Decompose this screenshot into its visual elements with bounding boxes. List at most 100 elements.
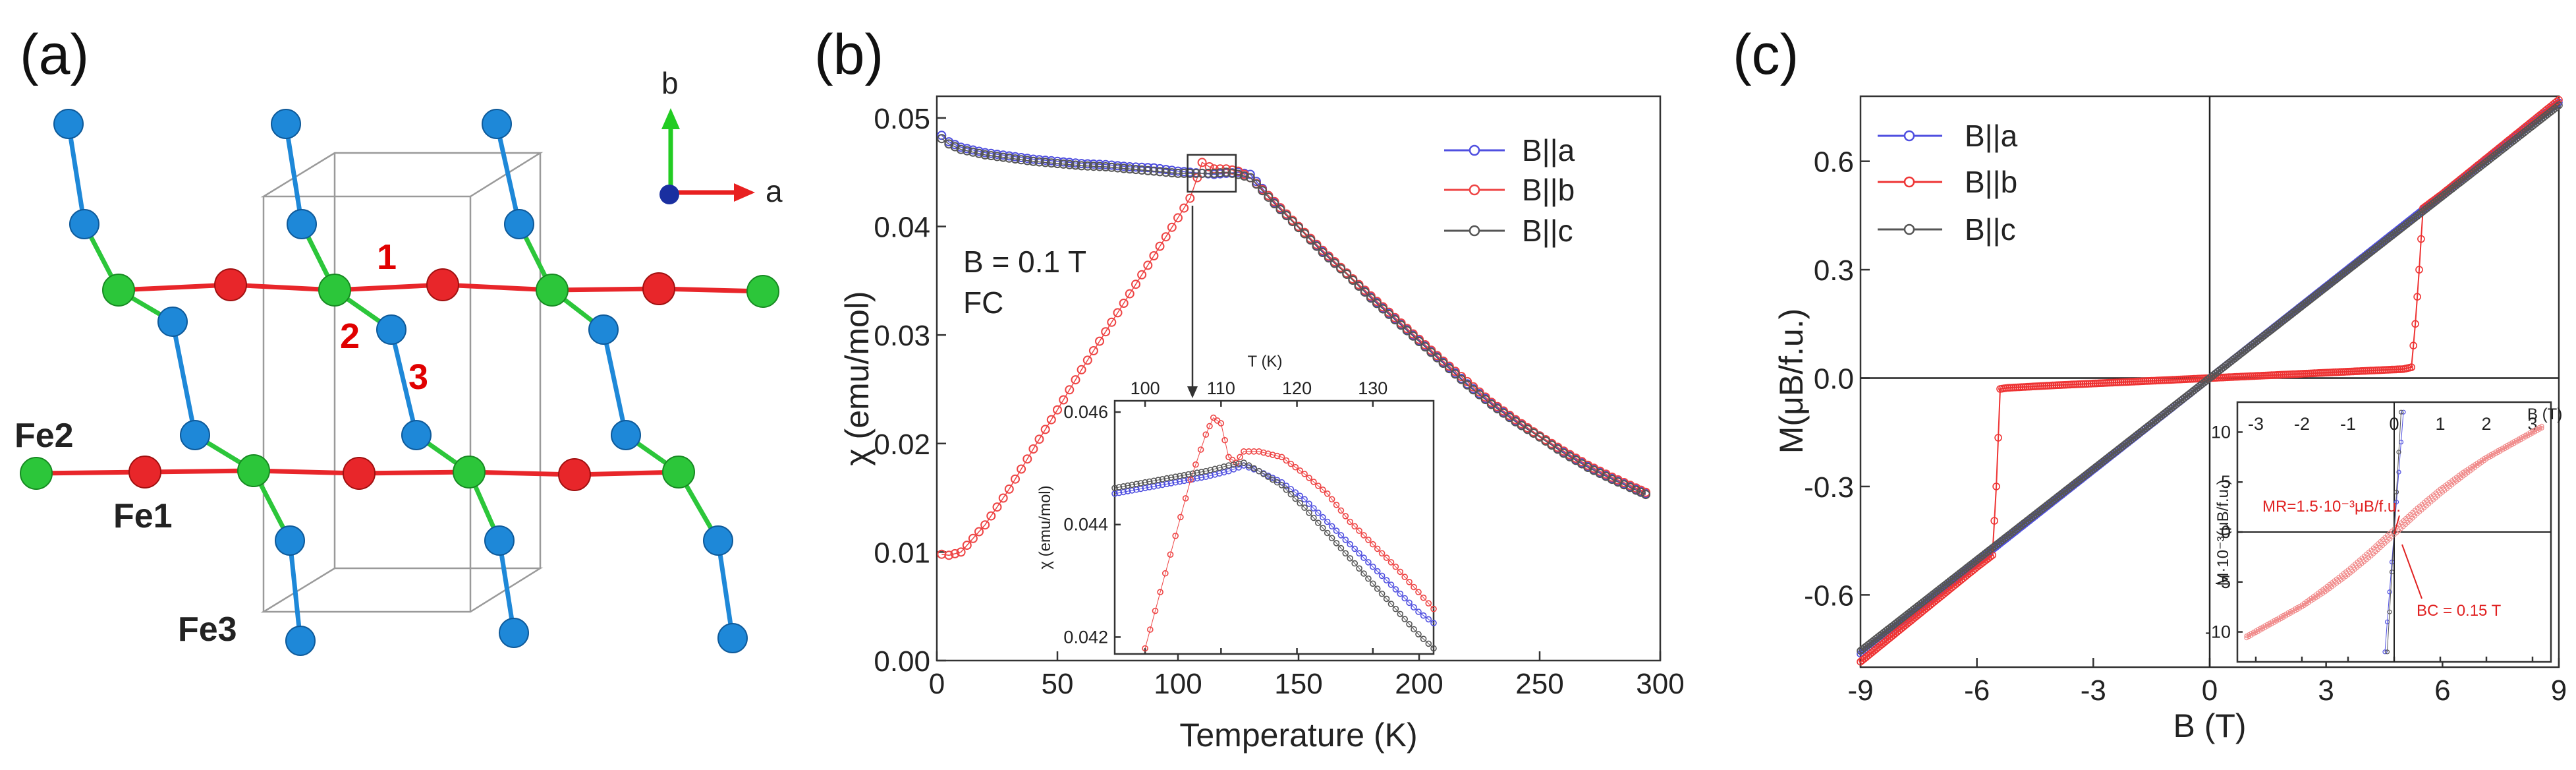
data-point	[1438, 359, 1448, 368]
data-point	[1378, 590, 1386, 597]
data-point	[1209, 168, 1219, 178]
data-point	[1360, 570, 1367, 577]
data-point	[1131, 280, 1140, 289]
data-point	[1337, 532, 1345, 539]
data-point	[1233, 169, 1243, 179]
data-point	[2253, 630, 2258, 636]
data-point	[1088, 346, 1098, 355]
data-point	[1401, 595, 1408, 602]
data-point	[2244, 635, 2249, 641]
data-point	[1392, 586, 1399, 593]
data-point	[937, 131, 947, 140]
axis-ticks-c: -9 -6 -3 0 3 6 9 -0.6 -0.3 0.0 0.3 0.6	[1804, 146, 2567, 707]
data-point	[1402, 326, 1412, 336]
data-point	[2504, 444, 2510, 450]
data-point	[2413, 293, 2421, 301]
data-point	[2278, 616, 2284, 622]
data-point	[1189, 470, 1196, 477]
data-point	[1155, 477, 1162, 483]
data-point	[986, 151, 996, 161]
data-point	[1137, 165, 1147, 175]
data-point	[1301, 496, 1308, 503]
y-tick-label: 0.044	[1063, 515, 1108, 535]
data-point	[1143, 165, 1153, 175]
data-point	[1137, 270, 1147, 280]
data-point	[1347, 541, 1353, 548]
data-point	[2401, 409, 2406, 415]
x-tick-label: 100	[1131, 378, 1160, 398]
data-point	[950, 548, 960, 558]
y-tick-label: 0.02	[874, 429, 930, 461]
legend-b: B||a B||b B||c	[1444, 133, 1575, 248]
panel-a: (a)	[14, 23, 783, 656]
data-point	[1300, 229, 1310, 239]
data-point	[1301, 471, 1308, 477]
data-point	[1457, 374, 1467, 384]
y-tick-label: 0.05	[874, 103, 930, 135]
data-point	[2295, 607, 2300, 612]
legend-c: B||a B||b B||c	[1878, 119, 2018, 247]
data-point	[1287, 460, 1295, 467]
data-point	[1333, 540, 1340, 547]
data-point	[1444, 364, 1454, 374]
data-point	[1356, 565, 1362, 572]
data-point	[1337, 507, 1345, 514]
data-point	[1283, 457, 1290, 464]
data-point	[1406, 578, 1413, 585]
legend-b-label-c: B||c	[1522, 214, 1573, 248]
data-point	[1077, 161, 1086, 171]
data-point	[1107, 162, 1117, 172]
y-tick-label: 0.3	[1814, 254, 1854, 287]
data-point	[1275, 205, 1285, 214]
data-point	[1992, 483, 2000, 490]
x-tick-label: 1	[2435, 414, 2445, 434]
data-point	[1324, 518, 1331, 525]
data-point	[1022, 156, 1032, 165]
data-point	[1374, 545, 1381, 552]
data-point	[1053, 405, 1062, 415]
data-point	[1046, 415, 1056, 425]
data-point	[1113, 308, 1123, 318]
data-point	[1401, 616, 1408, 622]
data-point	[1324, 490, 1331, 497]
data-point	[998, 152, 1008, 162]
data-point	[1113, 163, 1123, 173]
data-point	[1281, 211, 1291, 221]
data-point	[1182, 495, 1189, 502]
data-point	[1264, 192, 1274, 202]
y-axis-title-c: M(μB/f.u.)	[1773, 309, 1810, 454]
data-point	[1397, 610, 1404, 618]
data-point	[1463, 380, 1472, 390]
x-tick-label: 130	[1358, 378, 1387, 398]
data-point	[1119, 163, 1129, 173]
data-point	[1450, 369, 1460, 379]
data-point	[1411, 604, 1417, 611]
x-tick-label: -1	[2340, 414, 2356, 434]
data-point	[1095, 162, 1104, 171]
data-point	[974, 148, 984, 158]
data-point	[1197, 446, 1204, 453]
data-point	[1365, 575, 1372, 582]
data-point	[1366, 293, 1376, 303]
data-point	[1177, 514, 1184, 521]
data-point	[1469, 385, 1478, 395]
data-point	[2251, 632, 2256, 637]
data-point	[962, 146, 972, 156]
data-point	[1125, 482, 1131, 489]
data-point	[1137, 480, 1144, 487]
data-point	[1181, 471, 1188, 479]
data-point	[1059, 159, 1069, 169]
data-point	[1378, 550, 1386, 557]
data-point	[1028, 444, 1038, 454]
bond-label-2: 2	[340, 316, 360, 356]
data-point	[2290, 609, 2295, 615]
data-point	[1333, 527, 1340, 534]
data-point	[1631, 485, 1641, 495]
data-point	[1328, 496, 1335, 503]
data-point	[1040, 158, 1050, 167]
remanence-pointer	[2394, 515, 2400, 535]
data-point	[1636, 487, 1646, 497]
data-point	[1203, 168, 1213, 178]
panel-b-label: (b)	[814, 23, 883, 86]
